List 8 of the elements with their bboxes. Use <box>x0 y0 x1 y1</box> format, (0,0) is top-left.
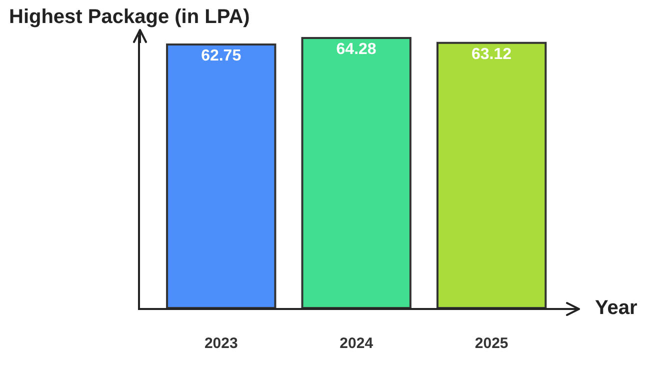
x-tick-label: 2023 <box>204 335 238 352</box>
y-axis-title: Highest Package (in LPA) <box>9 6 250 28</box>
data-label: 64.28 <box>336 41 376 58</box>
x-tick-label: 2025 <box>474 335 508 352</box>
data-label: 63.12 <box>472 46 512 63</box>
x-tick-label: 2024 <box>340 335 374 352</box>
data-label: 62.75 <box>201 47 242 64</box>
x-axis-title: Year <box>595 297 638 319</box>
